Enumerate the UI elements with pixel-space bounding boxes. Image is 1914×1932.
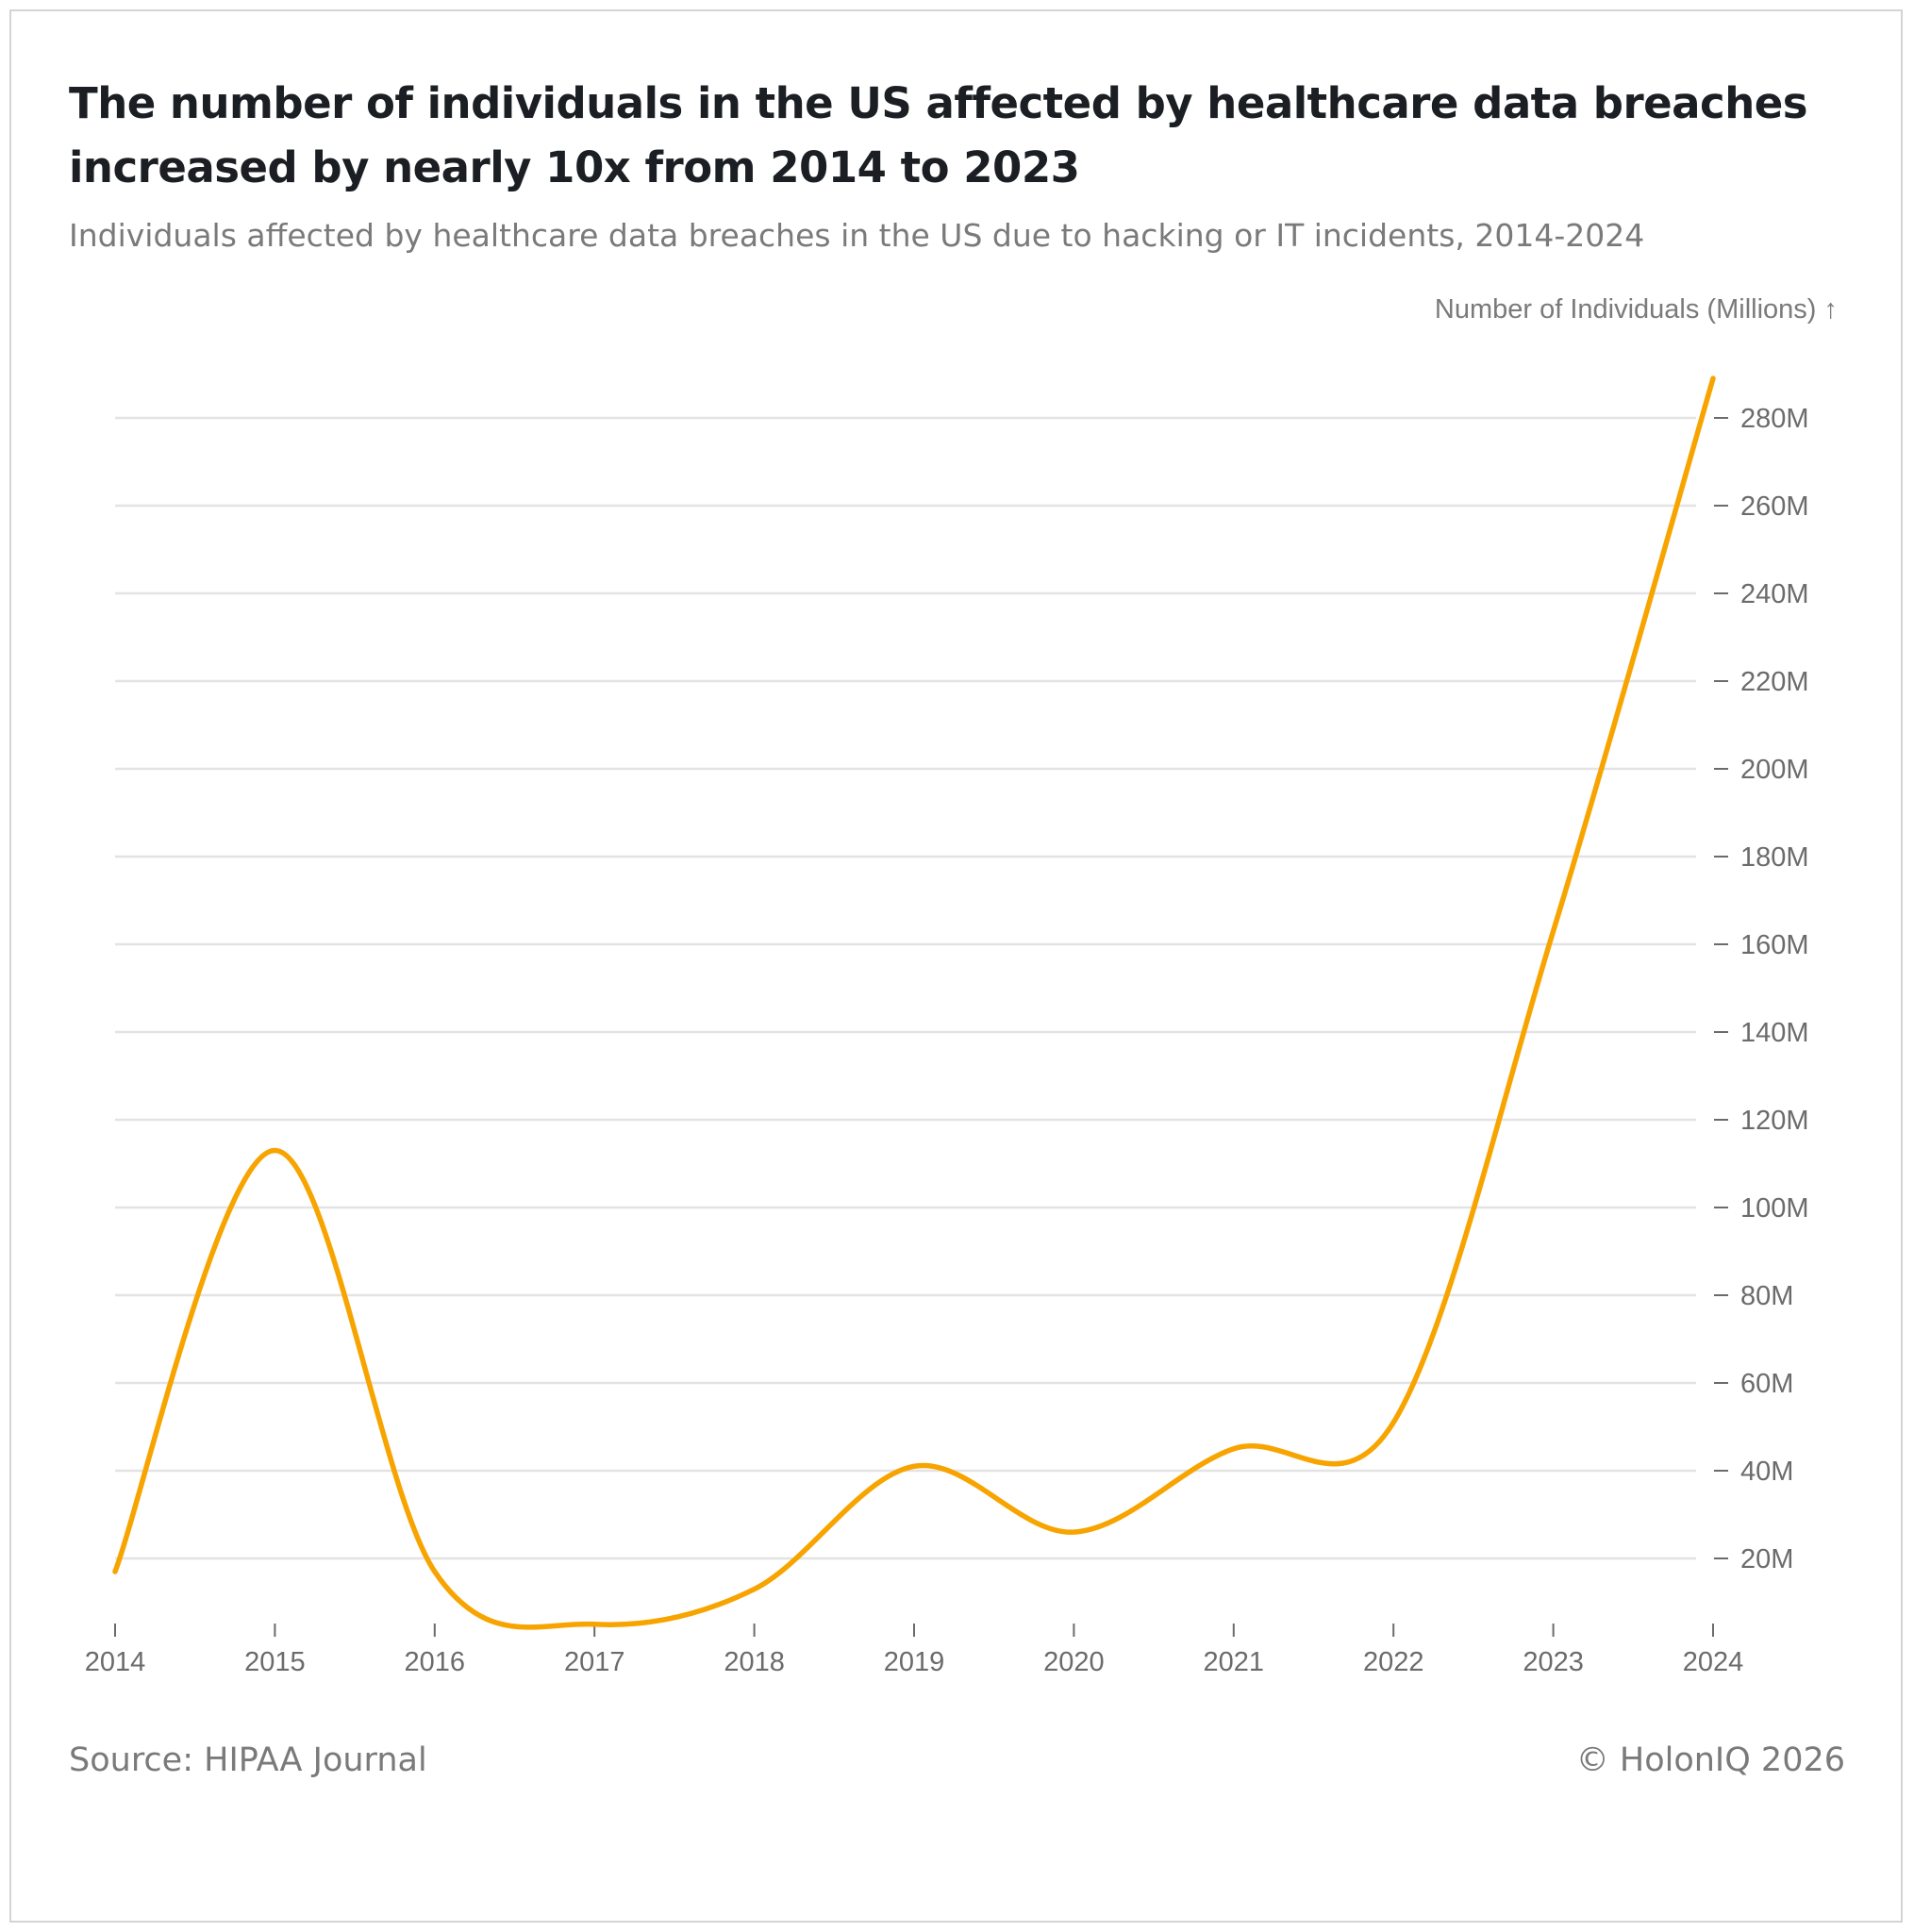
y-tick-label: 280M <box>1740 404 1809 434</box>
data-points <box>112 375 1716 1627</box>
y-axis: 20M 40M 60M 80M 100M 120M 140M 160M 180M 200M 220M… <box>1714 404 1809 1574</box>
y-tick-label: 100M <box>1740 1193 1809 1224</box>
data-point-2016 <box>432 1569 438 1574</box>
y-tick-label: 240M <box>1740 579 1809 609</box>
data-point-2022 <box>1390 1420 1396 1425</box>
data-point-2023 <box>1551 928 1556 934</box>
x-tick-label: 2021 <box>1204 1647 1265 1677</box>
chart-title: The number of individuals in the US affe… <box>69 78 1808 192</box>
y-tick-label: 40M <box>1740 1457 1793 1487</box>
x-tick-label: 2023 <box>1523 1647 1584 1677</box>
chart-subtitle: Individuals affected by healthcare data … <box>69 217 1645 254</box>
y-tick-label: 60M <box>1740 1369 1793 1399</box>
x-tick-label: 2019 <box>884 1647 945 1677</box>
chart-frame <box>9 9 1903 1923</box>
y-tick-label: 180M <box>1740 842 1809 873</box>
x-tick-label: 2022 <box>1363 1647 1424 1677</box>
x-tick-label: 2024 <box>1683 1647 1744 1677</box>
x-tick-label: 2016 <box>405 1647 466 1677</box>
x-tick-label: 2015 <box>244 1647 306 1677</box>
y-tick-label: 220M <box>1740 667 1809 697</box>
x-axis: 2014 2015 2016 2017 2018 2019 2020 2021 2022 2023… <box>85 1624 1744 1677</box>
y-axis-title: Number of Individuals (Millions) ↑ <box>1435 294 1838 325</box>
data-point-2018 <box>752 1587 757 1592</box>
x-tick-label: 2020 <box>1043 1647 1105 1677</box>
x-tick-label: 2018 <box>724 1647 785 1677</box>
y-tick-label: 260M <box>1740 491 1809 522</box>
y-tick-label: 200M <box>1740 755 1809 785</box>
data-point-2019 <box>911 1463 917 1469</box>
data-point-2020 <box>1071 1529 1076 1535</box>
y-tick-label: 140M <box>1740 1018 1809 1048</box>
data-point-2014 <box>112 1569 118 1574</box>
y-tick-label: 160M <box>1740 930 1809 960</box>
y-tick-label: 80M <box>1740 1281 1793 1311</box>
data-point-2024 <box>1710 375 1716 381</box>
grid-lines <box>115 416 1696 1560</box>
x-tick-label: 2014 <box>85 1647 146 1677</box>
source-note: Source: HIPAA Journal <box>69 1741 427 1779</box>
data-point-2015 <box>272 1148 277 1154</box>
y-tick-label: 120M <box>1740 1106 1809 1136</box>
data-point-2021 <box>1231 1446 1237 1452</box>
data-point-2017 <box>591 1622 597 1627</box>
series-line-individuals-affected <box>112 375 1716 1630</box>
y-tick-label: 20M <box>1740 1544 1793 1574</box>
x-tick-label: 2017 <box>564 1647 625 1677</box>
copyright-note: © HolonIQ 2026 <box>1575 1741 1845 1779</box>
